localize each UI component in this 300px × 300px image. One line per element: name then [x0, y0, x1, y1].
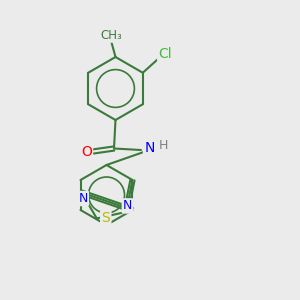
Text: Cl: Cl: [158, 47, 172, 61]
Text: N: N: [123, 200, 132, 212]
Text: N: N: [144, 141, 154, 154]
Text: H: H: [159, 139, 168, 152]
Text: O: O: [81, 145, 92, 158]
Text: S: S: [101, 212, 110, 225]
Text: CH₃: CH₃: [100, 28, 122, 42]
Text: N: N: [78, 192, 88, 205]
